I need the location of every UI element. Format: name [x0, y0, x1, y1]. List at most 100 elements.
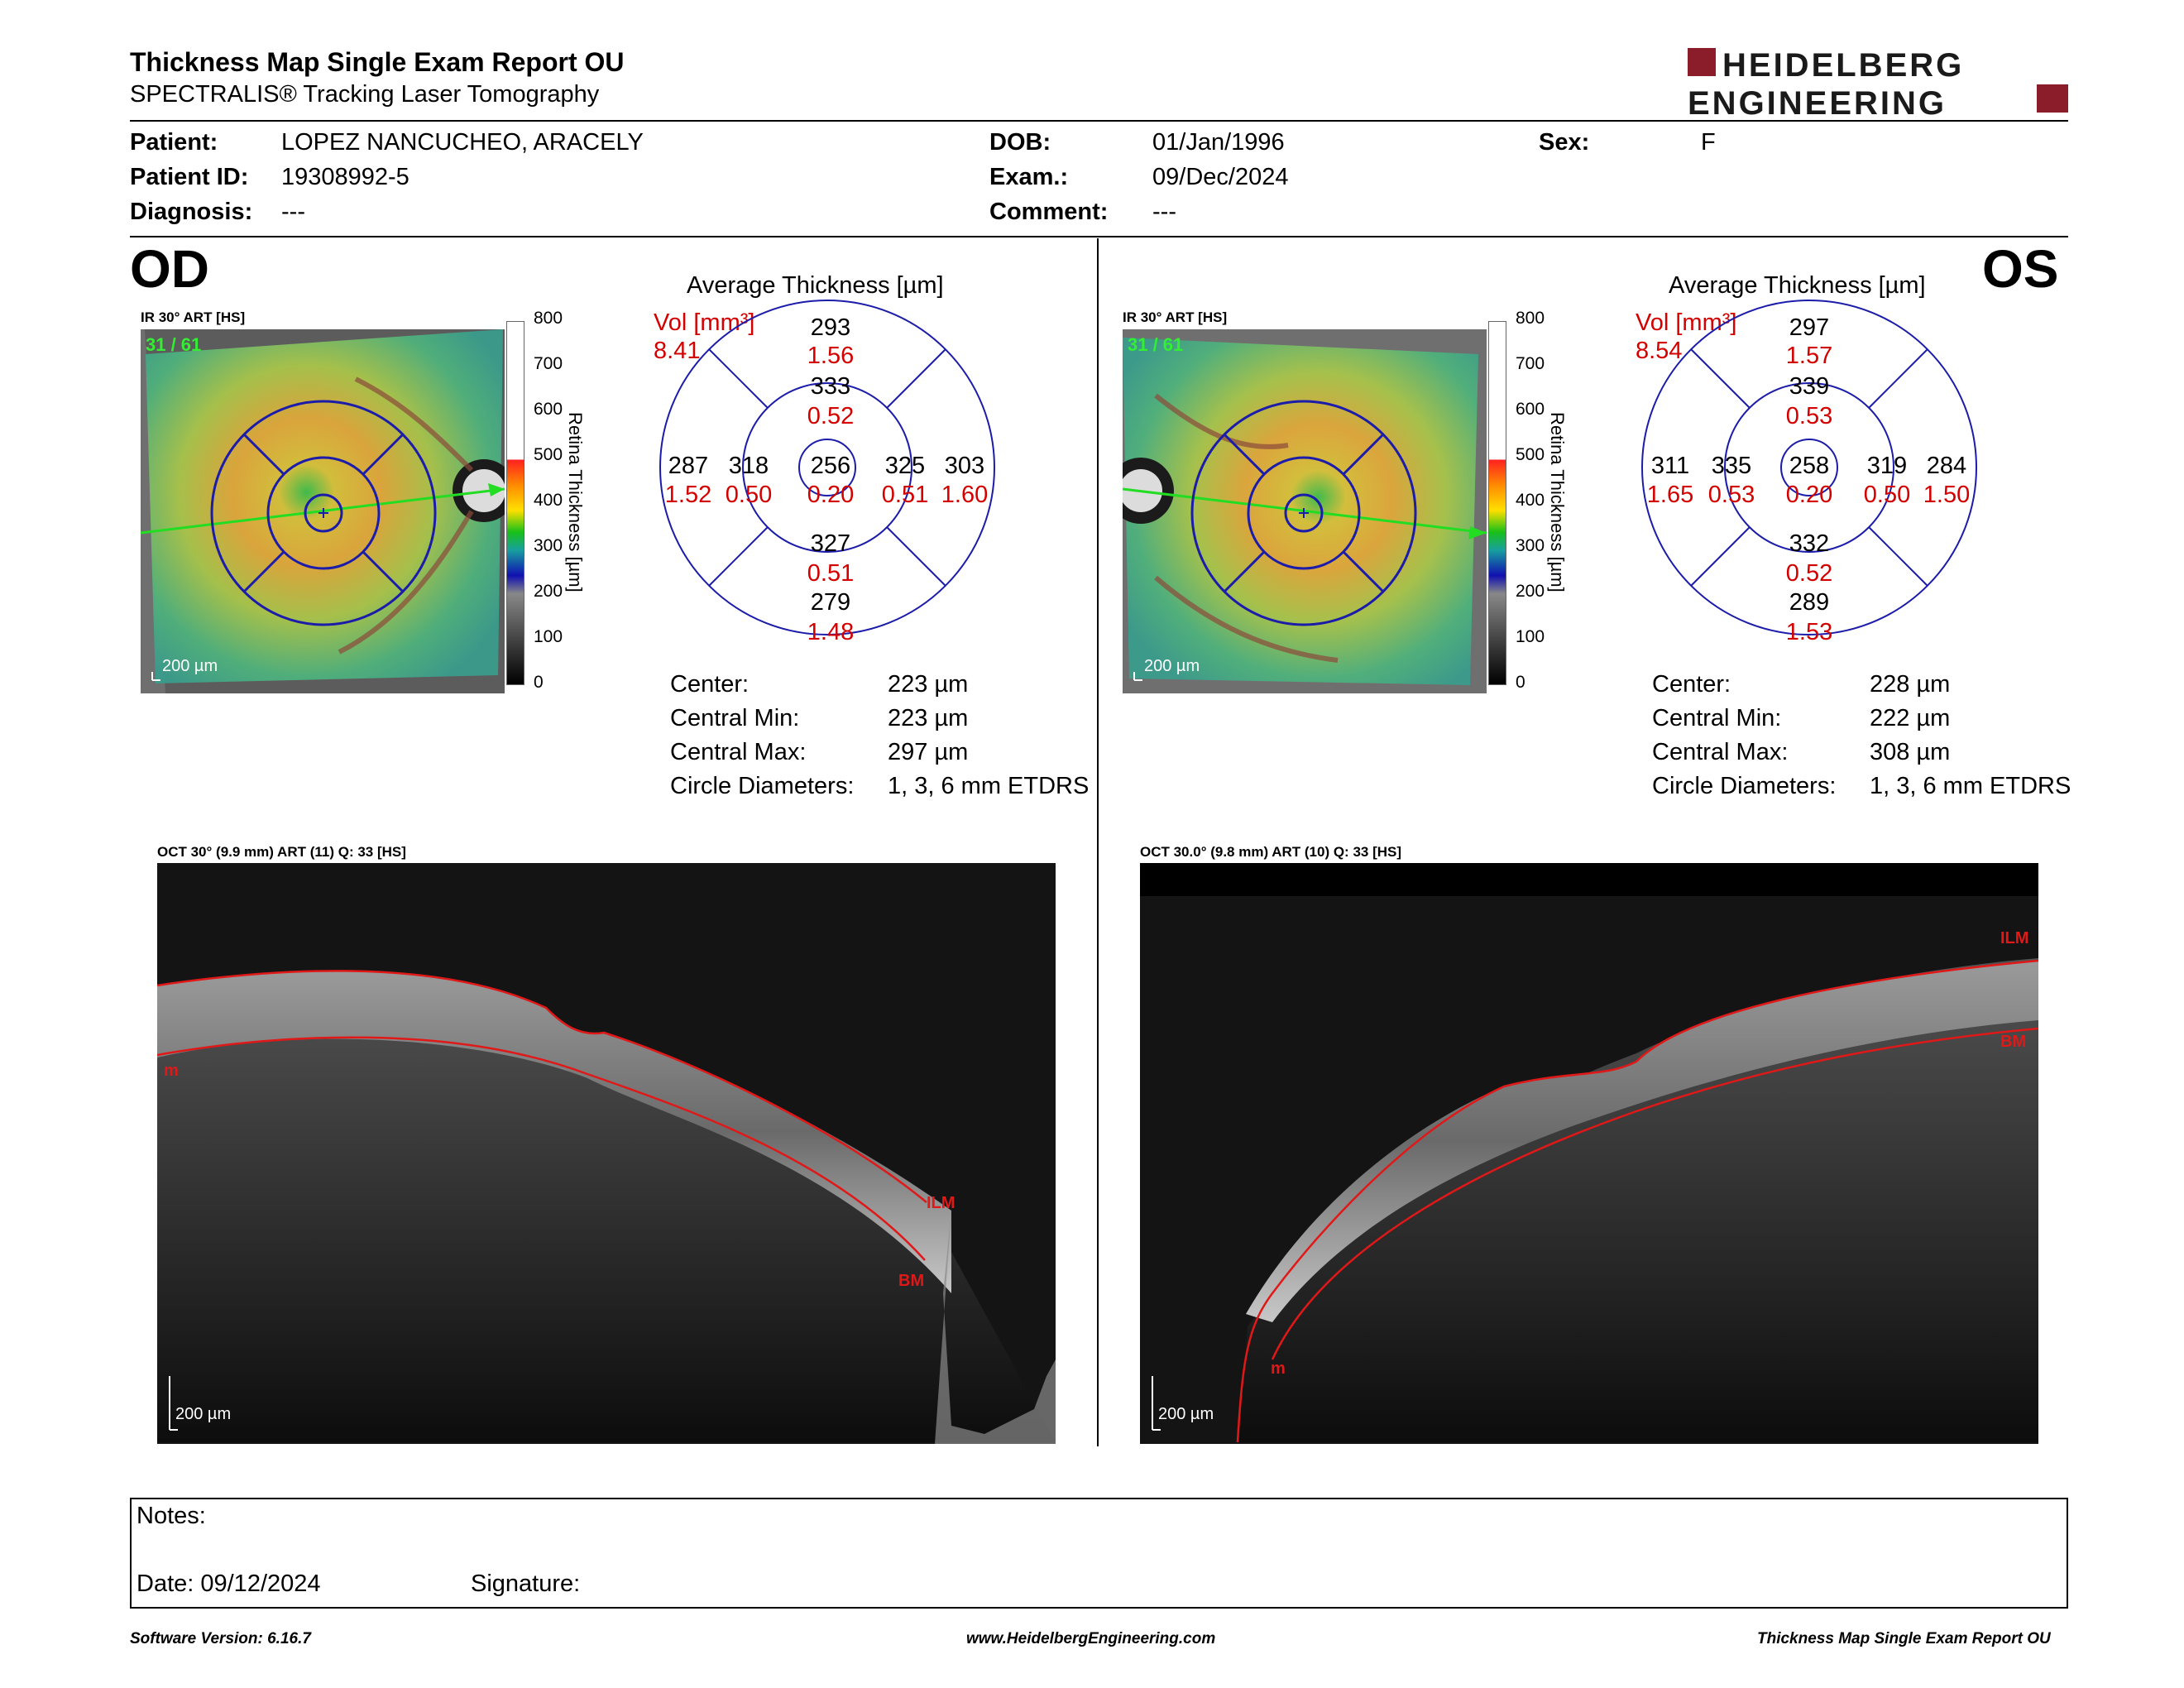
od-scale-tick: 100: [534, 627, 563, 646]
heidelberg-logo: HEIDELBERG ENGINEERING: [1688, 47, 2068, 116]
od-circ-value: 1, 3, 6 mm ETDRS: [888, 773, 1090, 799]
os-frame-count: 31 / 61: [1128, 334, 1184, 355]
os-scale-title: Retina Thickness [µm]: [1547, 412, 1568, 592]
os-sector-center-vol: 0.20: [1785, 482, 1833, 508]
od-sector-outer-bottom: 279: [810, 589, 851, 616]
od-scale-tick: 0: [534, 673, 544, 692]
os-sector-outer-bottom: 289: [1789, 589, 1830, 616]
os-m-label: m: [1271, 1360, 1286, 1378]
od-scale-tick: 800: [534, 309, 563, 328]
od-color-scale: [506, 321, 524, 685]
comment-value: ---: [1152, 199, 1176, 225]
os-center-label: Center:: [1652, 671, 1731, 698]
od-sector-outer-top-vol: 1.56: [807, 343, 855, 369]
comment-label: Comment:: [989, 199, 1109, 225]
os-min-label: Central Min:: [1652, 705, 1782, 731]
footer-website[interactable]: www.HeidelbergEngineering.com: [966, 1630, 1216, 1647]
os-sector-inner-top-vol: 0.53: [1785, 403, 1833, 429]
od-scale-tick: 500: [534, 445, 563, 464]
os-scale-tick: 400: [1516, 491, 1545, 510]
os-center-value: 228 µm: [1870, 671, 1951, 698]
report-subtitle: SPECTRALIS® Tracking Laser Tomography: [130, 81, 600, 108]
os-circ-value: 1, 3, 6 mm ETDRS: [1870, 773, 2071, 799]
od-max-value: 297 µm: [888, 739, 969, 765]
od-thickness-map: 31 / 61 200 µm: [141, 329, 505, 693]
os-scale-bar-label: 200 µm: [1144, 657, 1200, 675]
os-scale-tick: 200: [1516, 582, 1545, 601]
od-sector-outer-left: 287: [668, 453, 709, 479]
od-sector-outer-left-vol: 1.52: [664, 482, 712, 508]
od-oct-scale-label: 200 µm: [175, 1405, 232, 1423]
od-sector-inner-left: 318: [728, 453, 769, 479]
header-rule: [130, 120, 2068, 122]
os-ir-label: IR 30° ART [HS]: [1123, 309, 1228, 325]
os-sector-outer-left-vol: 1.65: [1646, 482, 1694, 508]
signature-label: Signature:: [471, 1571, 581, 1597]
sex-value: F: [1701, 129, 1716, 156]
od-sector-outer-right: 303: [944, 453, 985, 479]
od-sector-inner-right: 325: [884, 453, 926, 479]
notes-label: Notes:: [136, 1503, 206, 1529]
os-vol-label: Vol [mm³]: [1636, 309, 1737, 336]
patient-id-label: Patient ID:: [130, 164, 249, 190]
os-eye-label: OS: [1982, 239, 2059, 299]
os-scale-tick: 600: [1516, 400, 1545, 419]
os-oct-scan: 200 µm ILM BM m: [1140, 863, 2038, 1444]
os-scale-tick: 300: [1516, 536, 1545, 555]
od-scale-tick: 700: [534, 354, 563, 373]
od-scale-tick: 600: [534, 400, 563, 419]
eye-divider: [1097, 238, 1099, 1446]
od-min-label: Central Min:: [670, 705, 800, 731]
od-scale-tick: 200: [534, 582, 563, 601]
os-oct-scale-label: 200 µm: [1158, 1405, 1214, 1423]
os-scale-tick: 500: [1516, 445, 1545, 464]
os-vol-value: 8.54: [1636, 338, 1683, 364]
os-scale-tick: 700: [1516, 354, 1545, 373]
od-avg-title: Average Thickness [µm]: [687, 272, 944, 299]
os-sector-inner-top: 339: [1789, 373, 1830, 400]
os-sector-center: 258: [1789, 453, 1830, 479]
os-sector-inner-right: 319: [1866, 453, 1908, 479]
exam-label: Exam.:: [989, 164, 1069, 190]
od-bm-label: BM: [898, 1272, 925, 1290]
os-sector-inner-bottom: 332: [1789, 530, 1830, 557]
od-sector-center: 256: [810, 453, 851, 479]
sex-label: Sex:: [1539, 129, 1590, 156]
od-sector-outer-bottom-vol: 1.48: [807, 619, 855, 645]
od-sector-inner-bottom: 327: [810, 530, 851, 557]
od-oct-scan: 200 µm ILM BM m: [157, 863, 1056, 1444]
patient-rule: [130, 236, 2068, 237]
patient-label: Patient:: [130, 129, 218, 156]
notes-box[interactable]: Notes: Date: 09/12/2024 Signature:: [130, 1498, 2068, 1609]
od-min-value: 223 µm: [888, 705, 969, 731]
os-etdrs-grid: [1641, 300, 1977, 635]
os-min-value: 222 µm: [1870, 705, 1951, 731]
footer-software: Software Version: 6.16.7: [130, 1630, 311, 1647]
od-scale-bar-label: 200 µm: [162, 657, 218, 675]
os-circ-label: Circle Diameters:: [1652, 773, 1837, 799]
report-title: Thickness Map Single Exam Report OU: [130, 47, 625, 77]
od-frame-count: 31 / 61: [146, 334, 202, 355]
date-label: Date: 09/12/2024: [136, 1571, 321, 1597]
os-avg-title: Average Thickness [µm]: [1669, 272, 1926, 299]
od-scale-title: Retina Thickness [µm]: [565, 412, 586, 592]
os-oct-label: OCT 30.0° (9.8 mm) ART (10) Q: 33 [HS]: [1140, 844, 1402, 860]
os-sector-outer-top-vol: 1.57: [1785, 343, 1833, 369]
od-ilm-label: ILM: [927, 1194, 956, 1212]
od-sector-inner-right-vol: 0.51: [881, 482, 929, 508]
od-center-value: 223 µm: [888, 671, 969, 698]
diagnosis-value: ---: [281, 199, 305, 225]
od-m-label: m: [164, 1062, 179, 1080]
os-sector-inner-bottom-vol: 0.52: [1785, 560, 1833, 587]
od-sector-outer-top: 293: [810, 314, 851, 341]
os-max-label: Central Max:: [1652, 739, 1789, 765]
svg-text:ENGINEERING: ENGINEERING: [1688, 85, 1947, 116]
od-vol-label: Vol [mm³]: [654, 309, 755, 336]
exam-value: 09/Dec/2024: [1152, 164, 1289, 190]
os-sector-inner-right-vol: 0.50: [1863, 482, 1911, 508]
od-sector-inner-top-vol: 0.52: [807, 403, 855, 429]
od-sector-inner-top: 333: [810, 373, 851, 400]
os-ilm-label: ILM: [2000, 929, 2029, 947]
od-sector-inner-left-vol: 0.50: [725, 482, 773, 508]
os-sector-inner-left-vol: 0.53: [1707, 482, 1755, 508]
